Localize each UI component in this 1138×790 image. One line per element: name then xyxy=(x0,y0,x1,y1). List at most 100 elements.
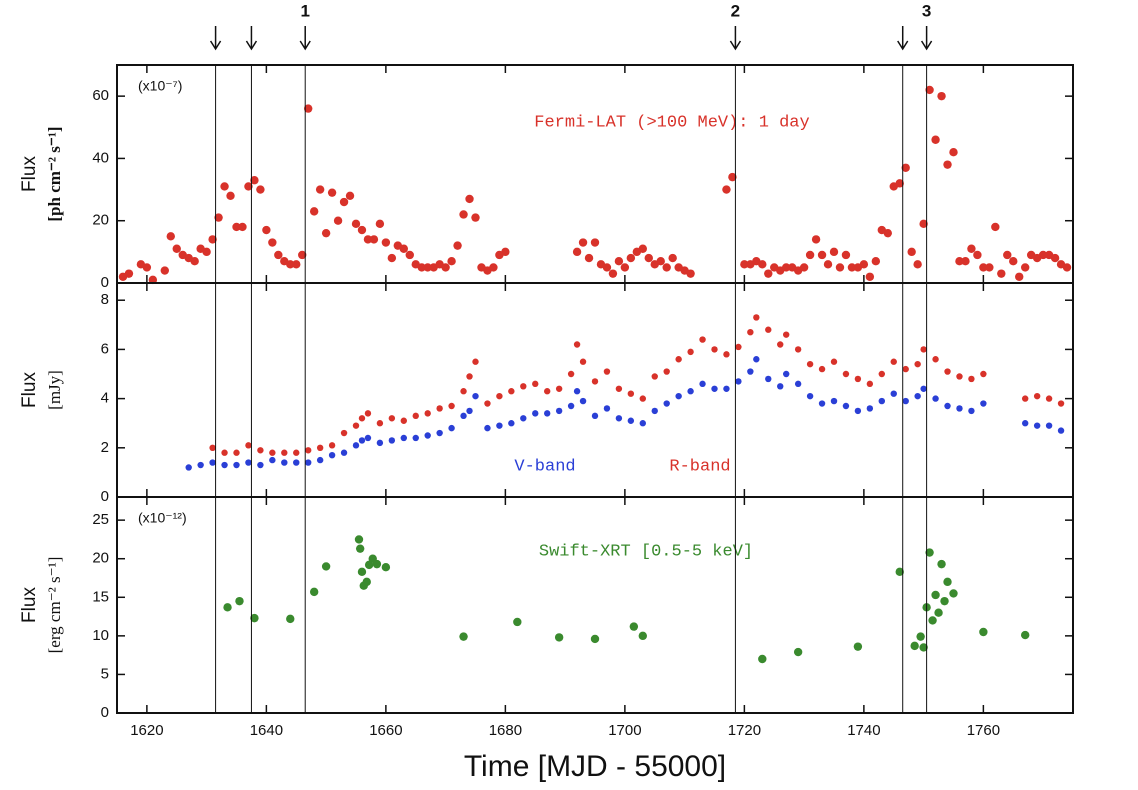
data-point xyxy=(943,160,952,169)
data-point xyxy=(327,188,337,197)
data-point xyxy=(269,456,276,464)
data-point xyxy=(197,461,204,469)
legend-label: R-band xyxy=(669,457,730,476)
data-point xyxy=(590,634,600,644)
data-point xyxy=(955,257,964,266)
data-point xyxy=(388,437,396,444)
data-point xyxy=(316,444,324,452)
data-point xyxy=(148,275,158,285)
data-point xyxy=(209,459,216,466)
y-tick-label: 4 xyxy=(101,390,109,407)
data-point xyxy=(281,449,288,456)
data-point xyxy=(340,449,348,456)
data-point xyxy=(777,383,784,390)
data-point xyxy=(902,365,909,373)
data-point xyxy=(783,370,790,378)
data-point xyxy=(357,567,367,577)
data-point xyxy=(931,590,940,600)
data-point xyxy=(508,420,515,427)
y-tick-label: 40 xyxy=(92,149,109,166)
data-point xyxy=(651,407,658,415)
data-point xyxy=(711,385,718,392)
x-tick-label: 1620 xyxy=(130,722,163,739)
data-point xyxy=(555,407,563,415)
data-point xyxy=(980,400,987,407)
data-point xyxy=(405,250,414,260)
data-point xyxy=(878,370,885,378)
data-point xyxy=(321,228,331,238)
data-point xyxy=(412,412,419,420)
data-point xyxy=(823,260,833,269)
data-point xyxy=(985,263,994,272)
data-point xyxy=(728,172,737,182)
data-point xyxy=(934,608,943,617)
data-point xyxy=(381,238,391,247)
data-point xyxy=(245,459,252,466)
data-point xyxy=(513,617,522,627)
data-point xyxy=(931,135,940,144)
data-point xyxy=(460,412,467,420)
x-tick-label: 1660 xyxy=(369,722,402,739)
data-point xyxy=(459,632,468,641)
data-point xyxy=(544,388,551,395)
data-point xyxy=(1003,250,1012,260)
y-tick-label: 25 xyxy=(92,511,109,528)
flare-label: 3 xyxy=(922,1,931,20)
y-tick-label: 6 xyxy=(101,340,109,357)
data-point xyxy=(722,185,731,194)
data-point xyxy=(369,235,379,244)
data-point xyxy=(1057,400,1065,407)
data-point xyxy=(916,632,925,641)
data-point xyxy=(1021,395,1029,402)
data-point xyxy=(274,250,283,260)
data-point xyxy=(423,263,432,272)
data-point xyxy=(662,263,671,272)
data-point xyxy=(854,375,862,383)
data-point xyxy=(979,263,988,272)
data-point xyxy=(262,225,271,235)
data-point xyxy=(687,388,694,395)
data-point xyxy=(943,577,952,587)
data-point xyxy=(818,365,826,373)
y-tick-label: 0 xyxy=(101,488,109,505)
data-point xyxy=(292,260,301,269)
data-point xyxy=(627,417,635,424)
data-point xyxy=(842,402,850,410)
data-point xyxy=(567,402,575,410)
data-point xyxy=(591,378,599,385)
data-point xyxy=(376,439,384,447)
data-point xyxy=(304,104,313,113)
data-point xyxy=(871,257,881,266)
data-point xyxy=(608,269,618,278)
data-point xyxy=(940,596,949,606)
data-point xyxy=(651,373,658,380)
data-point xyxy=(328,442,336,449)
plot-frame xyxy=(116,64,1074,284)
data-point xyxy=(747,368,754,375)
data-point xyxy=(753,356,760,363)
data-point xyxy=(214,213,223,222)
y-tick-label: 20 xyxy=(92,212,109,229)
data-point xyxy=(579,358,587,365)
data-point xyxy=(554,633,564,642)
scale-label: (x10⁻⁷) xyxy=(138,78,182,94)
data-point xyxy=(508,388,515,395)
data-point xyxy=(711,346,718,353)
data-point xyxy=(914,392,921,400)
y-tick-label: 0 xyxy=(101,704,109,721)
flare-arrow-head xyxy=(729,40,742,51)
y-tick-label: 0 xyxy=(101,274,109,291)
data-point xyxy=(190,257,199,266)
data-point xyxy=(1033,392,1041,400)
data-point xyxy=(841,250,851,260)
data-point xyxy=(484,400,491,407)
y-tick-label: 5 xyxy=(101,665,109,682)
data-point xyxy=(835,263,845,272)
y-axis-label: Flux xyxy=(19,156,40,192)
plot-frame xyxy=(116,496,1074,714)
data-point xyxy=(830,358,838,365)
data-point xyxy=(321,562,331,571)
data-point xyxy=(866,380,874,388)
data-point xyxy=(928,616,937,625)
data-point xyxy=(777,341,784,348)
